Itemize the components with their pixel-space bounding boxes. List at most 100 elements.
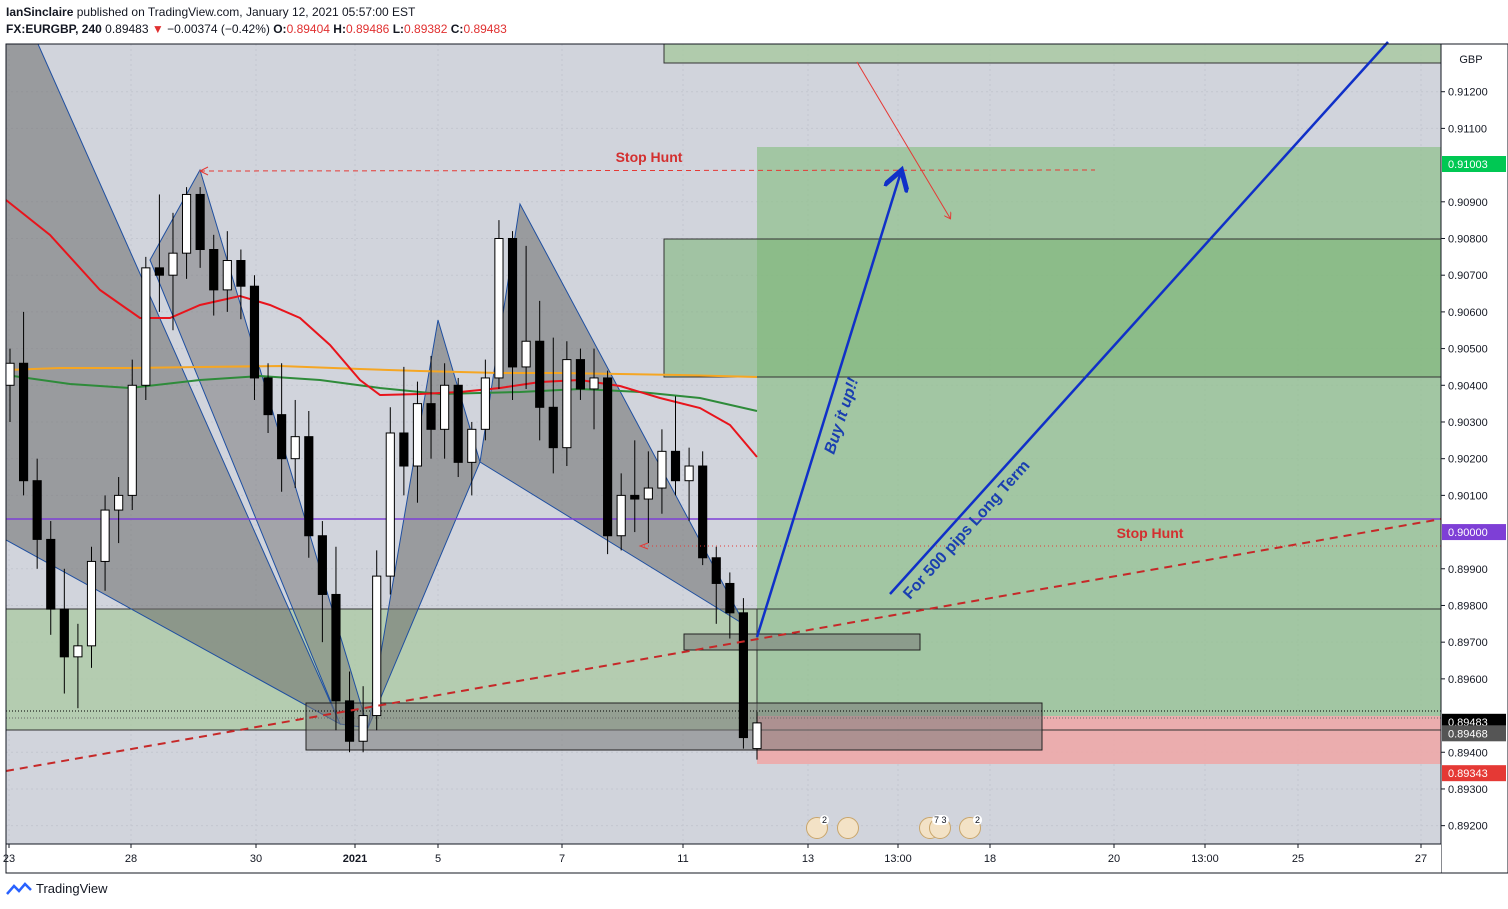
candle-body[interactable] xyxy=(521,340,531,368)
stop-hunt-top-arrowhead-icon xyxy=(198,166,209,176)
author-name[interactable]: IanSinclaire xyxy=(6,5,74,19)
candle-body[interactable] xyxy=(643,487,653,500)
x-tick-label: 13:00 xyxy=(1191,853,1219,865)
candle-body[interactable] xyxy=(168,252,178,276)
candle-body[interactable] xyxy=(59,608,69,658)
supply-zone-mid[interactable] xyxy=(663,238,1442,378)
candle-body[interactable] xyxy=(86,560,97,647)
candle-body[interactable] xyxy=(19,362,29,482)
candle-body[interactable] xyxy=(141,267,151,386)
x-tick-label: 2021 xyxy=(343,853,367,865)
candle-body[interactable] xyxy=(114,494,124,511)
x-tick-label: 7 xyxy=(559,853,565,865)
candle-body[interactable] xyxy=(304,436,314,537)
currency-label: GBP xyxy=(1459,54,1482,66)
candle-body[interactable] xyxy=(657,450,667,489)
candle-body[interactable] xyxy=(467,428,477,463)
candle-body[interactable] xyxy=(603,377,613,537)
candle-body[interactable] xyxy=(507,237,518,368)
candle-body[interactable] xyxy=(290,436,300,460)
footer-branding[interactable]: TradingView xyxy=(6,881,108,896)
candle-body[interactable] xyxy=(277,414,287,460)
y-tick-label: 0.90800 xyxy=(1448,233,1488,245)
candle-body[interactable] xyxy=(698,465,708,559)
candle-body[interactable] xyxy=(236,260,246,287)
candle-body[interactable] xyxy=(73,645,83,658)
time-axis[interactable] xyxy=(6,844,1441,873)
publish-info: IanSinclaire published on TradingView.co… xyxy=(6,5,415,19)
last-price: 0.89483 xyxy=(105,22,149,36)
candle-body[interactable] xyxy=(358,715,368,742)
candle-body[interactable] xyxy=(426,403,436,430)
candle-body[interactable] xyxy=(5,362,15,386)
candle-body[interactable] xyxy=(100,509,110,562)
ema-20-line xyxy=(5,199,758,458)
candle-body[interactable] xyxy=(738,612,748,739)
candle-body[interactable] xyxy=(127,384,137,496)
supply-zone-top[interactable] xyxy=(663,43,1442,64)
trendline-dashed[interactable] xyxy=(5,518,1442,772)
y-tick-label: 0.91100 xyxy=(1448,123,1487,135)
candle-body[interactable] xyxy=(575,359,586,390)
candle-body[interactable] xyxy=(562,359,572,449)
candle-body[interactable] xyxy=(195,193,205,251)
y-tick-label: 0.90500 xyxy=(1448,344,1488,356)
candle-body[interactable] xyxy=(494,237,504,379)
candle-body[interactable] xyxy=(535,340,545,408)
uk-flag-icon[interactable] xyxy=(837,817,859,839)
candle-body[interactable] xyxy=(385,432,395,577)
price-label-bg xyxy=(1442,156,1506,172)
candle-body[interactable] xyxy=(725,582,735,614)
price-axis[interactable] xyxy=(1441,44,1508,844)
price-label: 0.91003 xyxy=(1448,159,1488,171)
red-arrow[interactable] xyxy=(856,61,950,218)
brand-name: TradingView xyxy=(36,881,108,896)
candle-body[interactable] xyxy=(372,575,382,717)
x-tick-label: 18 xyxy=(984,853,996,865)
candle-body[interactable] xyxy=(331,593,341,702)
candle-body[interactable] xyxy=(249,285,260,379)
candle-body[interactable] xyxy=(589,377,599,390)
candle-body[interactable] xyxy=(344,700,355,742)
x-tick-label: 20 xyxy=(1108,853,1120,865)
candle-body[interactable] xyxy=(630,494,640,500)
candle-body[interactable] xyxy=(548,406,558,449)
y-tick-label: 0.89800 xyxy=(1448,600,1488,612)
price-label-bg xyxy=(1442,725,1506,742)
candle-body[interactable] xyxy=(32,480,42,540)
y-tick-label: 0.89400 xyxy=(1448,747,1488,759)
support-box[interactable] xyxy=(305,702,1043,751)
candle-body[interactable] xyxy=(752,722,762,750)
candle-body[interactable] xyxy=(399,432,409,467)
candle-body[interactable] xyxy=(209,249,219,291)
symbol-label[interactable]: FX:EURGBP, 240 xyxy=(6,22,102,36)
candle-body[interactable] xyxy=(46,538,56,610)
y-tick-label: 0.90700 xyxy=(1448,270,1488,282)
y-tick-label: 0.90300 xyxy=(1448,417,1488,429)
long-target-zone[interactable] xyxy=(757,147,1441,716)
candle-body[interactable] xyxy=(670,450,681,482)
retest-box[interactable] xyxy=(683,633,921,651)
buy-arrow[interactable] xyxy=(755,175,900,638)
stop-hunt-bottom-arrowhead-icon xyxy=(638,542,649,550)
candle-body[interactable] xyxy=(222,260,232,291)
long-term-trendline[interactable] xyxy=(889,41,1389,595)
candle-body[interactable] xyxy=(616,494,626,537)
candle-body[interactable] xyxy=(684,465,694,482)
candle-body[interactable] xyxy=(181,193,192,254)
price-axis-ticks: 0.91200 0.91100 0.90900 0.90800 0.90700 0.906… xyxy=(1441,87,1488,833)
candle-body[interactable] xyxy=(412,403,423,467)
candle-body[interactable] xyxy=(317,535,327,595)
candle-body[interactable] xyxy=(453,384,463,463)
candle-body[interactable] xyxy=(440,384,450,430)
candle-body[interactable] xyxy=(263,377,273,416)
price-label: 0.89343 xyxy=(1448,768,1488,780)
close-value: 0.89483 xyxy=(463,22,507,36)
candle-body[interactable] xyxy=(480,377,490,430)
open-label: O: xyxy=(273,22,287,36)
candle-body[interactable] xyxy=(154,267,164,276)
close-label: C: xyxy=(450,22,464,36)
candle-body[interactable] xyxy=(711,557,721,584)
